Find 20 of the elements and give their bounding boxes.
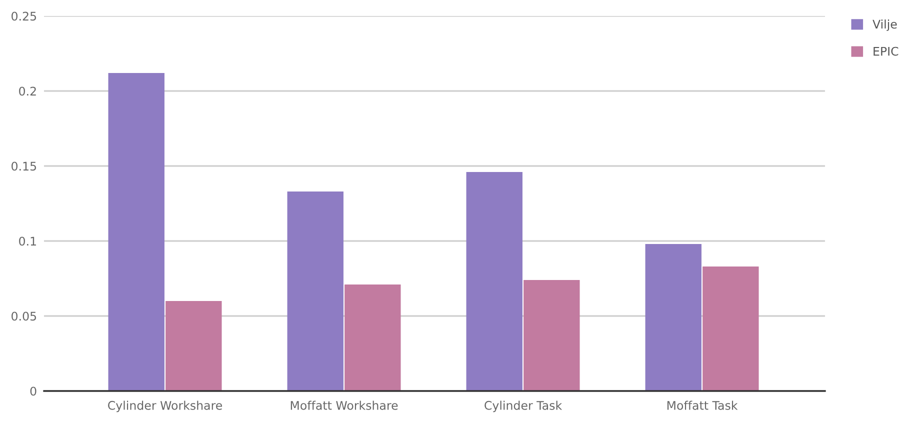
y-tick-label: 0.25: [12, 12, 36, 21]
bar: [344, 284, 401, 391]
y-tick-label: 0.15: [12, 162, 36, 171]
x-tick-label: Cylinder Workshare: [108, 400, 222, 412]
bar: [466, 172, 522, 391]
y-tick-label: 0.05: [12, 312, 36, 321]
y-tick-label: 0.1: [19, 236, 36, 246]
legend-label: Vilje: [872, 19, 897, 31]
bar: [166, 301, 222, 391]
bar: [287, 192, 344, 391]
x-tick-label: Moffatt Workshare: [290, 400, 398, 410]
x-tick-label: Moffatt Task: [667, 400, 738, 410]
bar: [702, 266, 759, 391]
x-tick-label: Cylinder Task: [484, 400, 562, 412]
bar: [645, 244, 702, 391]
y-tick-label: 0: [30, 386, 36, 396]
y-tick-label: 0.2: [19, 86, 36, 96]
bar: [108, 73, 164, 391]
bar: [524, 280, 580, 391]
legend-label: EPIC: [874, 46, 898, 56]
